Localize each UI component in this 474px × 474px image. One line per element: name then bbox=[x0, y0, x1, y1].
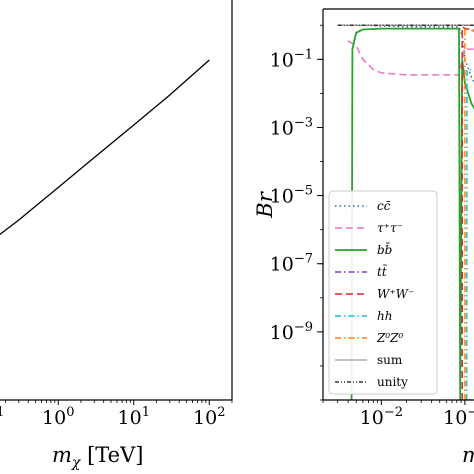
left-series-line-0 bbox=[0, 59, 210, 236]
left-x-tick-label: 10−1 bbox=[0, 405, 4, 429]
left-x-tick-label: 100 bbox=[42, 405, 74, 429]
right-y-tick-label: 10−1 bbox=[270, 47, 313, 71]
right-series-line-6 bbox=[464, 27, 474, 400]
legend-box bbox=[328, 190, 438, 395]
left-panel: 10−1 100 101 102 mχ [TeV] bbox=[0, 0, 233, 471]
right-series-line-4 bbox=[461, 25, 474, 400]
right-series-line-1 bbox=[347, 40, 474, 76]
legend-label: sum bbox=[377, 353, 403, 367]
left-x-ticks: 10−1 100 101 102 bbox=[0, 400, 233, 429]
left-x-tick-label: 102 bbox=[193, 405, 225, 429]
right-series-line-2 bbox=[350, 27, 474, 400]
right-series-line-5 bbox=[465, 68, 474, 400]
right-panel: 10−1 10−3 10−5 10−7 10−9 10−2 10−1 Br m cc̄ τ⁺… bbox=[253, 8, 474, 467]
right-y-tick-label: 10−3 bbox=[270, 115, 313, 139]
right-series-layer bbox=[337, 24, 474, 400]
legend-label: cc̄ bbox=[377, 199, 391, 213]
right-x-axis-label: m bbox=[462, 443, 474, 467]
right-x-tick-label: 10−1 bbox=[443, 405, 474, 429]
right-y-ticks: 10−1 10−3 10−5 10−7 10−9 bbox=[270, 24, 323, 401]
left-axes-frame bbox=[0, 0, 233, 401]
right-x-ticks: 10−2 10−1 bbox=[322, 400, 474, 429]
legend-label: hh bbox=[377, 309, 392, 323]
legend-label: tt̄ bbox=[377, 263, 388, 279]
right-y-axis-label: Br bbox=[253, 190, 277, 218]
legend-label: W⁺W⁻ bbox=[377, 287, 414, 301]
right-y-tick-label: 10−5 bbox=[270, 184, 313, 208]
legend-label: bb̄ bbox=[377, 241, 392, 257]
left-series-layer bbox=[0, 59, 210, 236]
left-x-tick-label: 101 bbox=[118, 405, 150, 429]
legend-label: τ⁺τ⁻ bbox=[377, 221, 403, 235]
right-y-tick-label: 10−9 bbox=[270, 320, 313, 344]
legend: cc̄ τ⁺τ⁻ bb̄ tt̄ W⁺W⁻ hh Z⁰Z⁰ sum unity bbox=[328, 190, 438, 395]
left-x-axis-label: mχ [TeV] bbox=[52, 443, 143, 471]
legend-label: unity bbox=[377, 375, 408, 389]
right-x-tick-label: 10−2 bbox=[360, 405, 403, 429]
right-y-tick-label: 10−7 bbox=[270, 252, 313, 276]
legend-label: Z⁰Z⁰ bbox=[376, 331, 403, 345]
right-series-line-0 bbox=[348, 24, 474, 84]
